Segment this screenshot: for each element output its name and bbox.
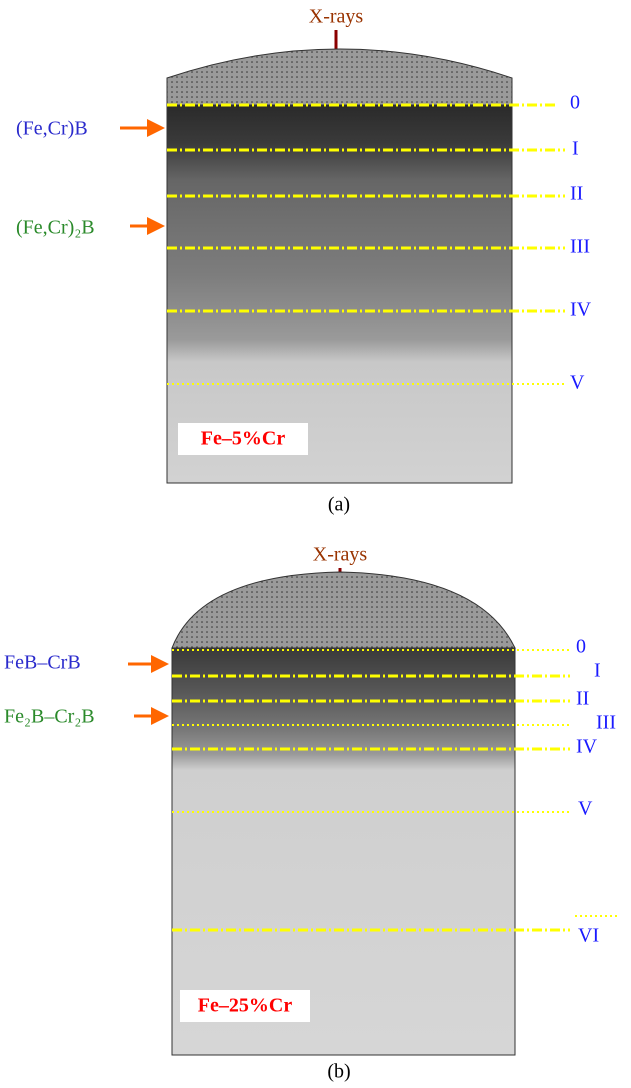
phase-label: (Fe,Cr)B [16,118,88,140]
depth-label: V [570,372,585,394]
beam-label: X-rays [309,6,364,28]
beam-label: X-rays [313,544,368,566]
phase-label: Fe₂B–Cr₂B [4,706,95,728]
depth-label: V [578,798,593,820]
depth-label: I [594,660,601,682]
phase-label: FeB–CrB [4,652,81,674]
depth-label: II [570,183,583,205]
caption: (b) [327,1061,350,1083]
depth-label: II [576,688,589,710]
phase-label: (Fe,Cr)₂B [16,217,95,239]
depth-label: IV [570,299,592,321]
panel-a: X-rays 0 I II III IV V (Fe,Cr)B (Fe,Cr)₂… [16,6,592,516]
depth-label: I [572,138,579,160]
coating-cap [172,572,515,648]
figure: X-rays 0 I II III IV V (Fe,Cr)B (Fe,Cr)₂… [0,0,631,1083]
coating-cap [167,49,512,105]
depth-label: IV [576,736,598,758]
depth-label: VI [578,925,599,947]
depth-label: 0 [576,636,586,658]
sample-label: Fe–5%Cr [201,428,286,450]
depth-label: III [596,712,616,734]
panel-b: X-rays 0 I II III IV V VI FeB–CrB Fe₂B–C… [4,544,620,1083]
depth-label: III [570,236,590,258]
sample-label: Fe–25%Cr [198,995,293,1017]
caption: (a) [328,494,350,516]
depth-label: 0 [570,92,580,114]
